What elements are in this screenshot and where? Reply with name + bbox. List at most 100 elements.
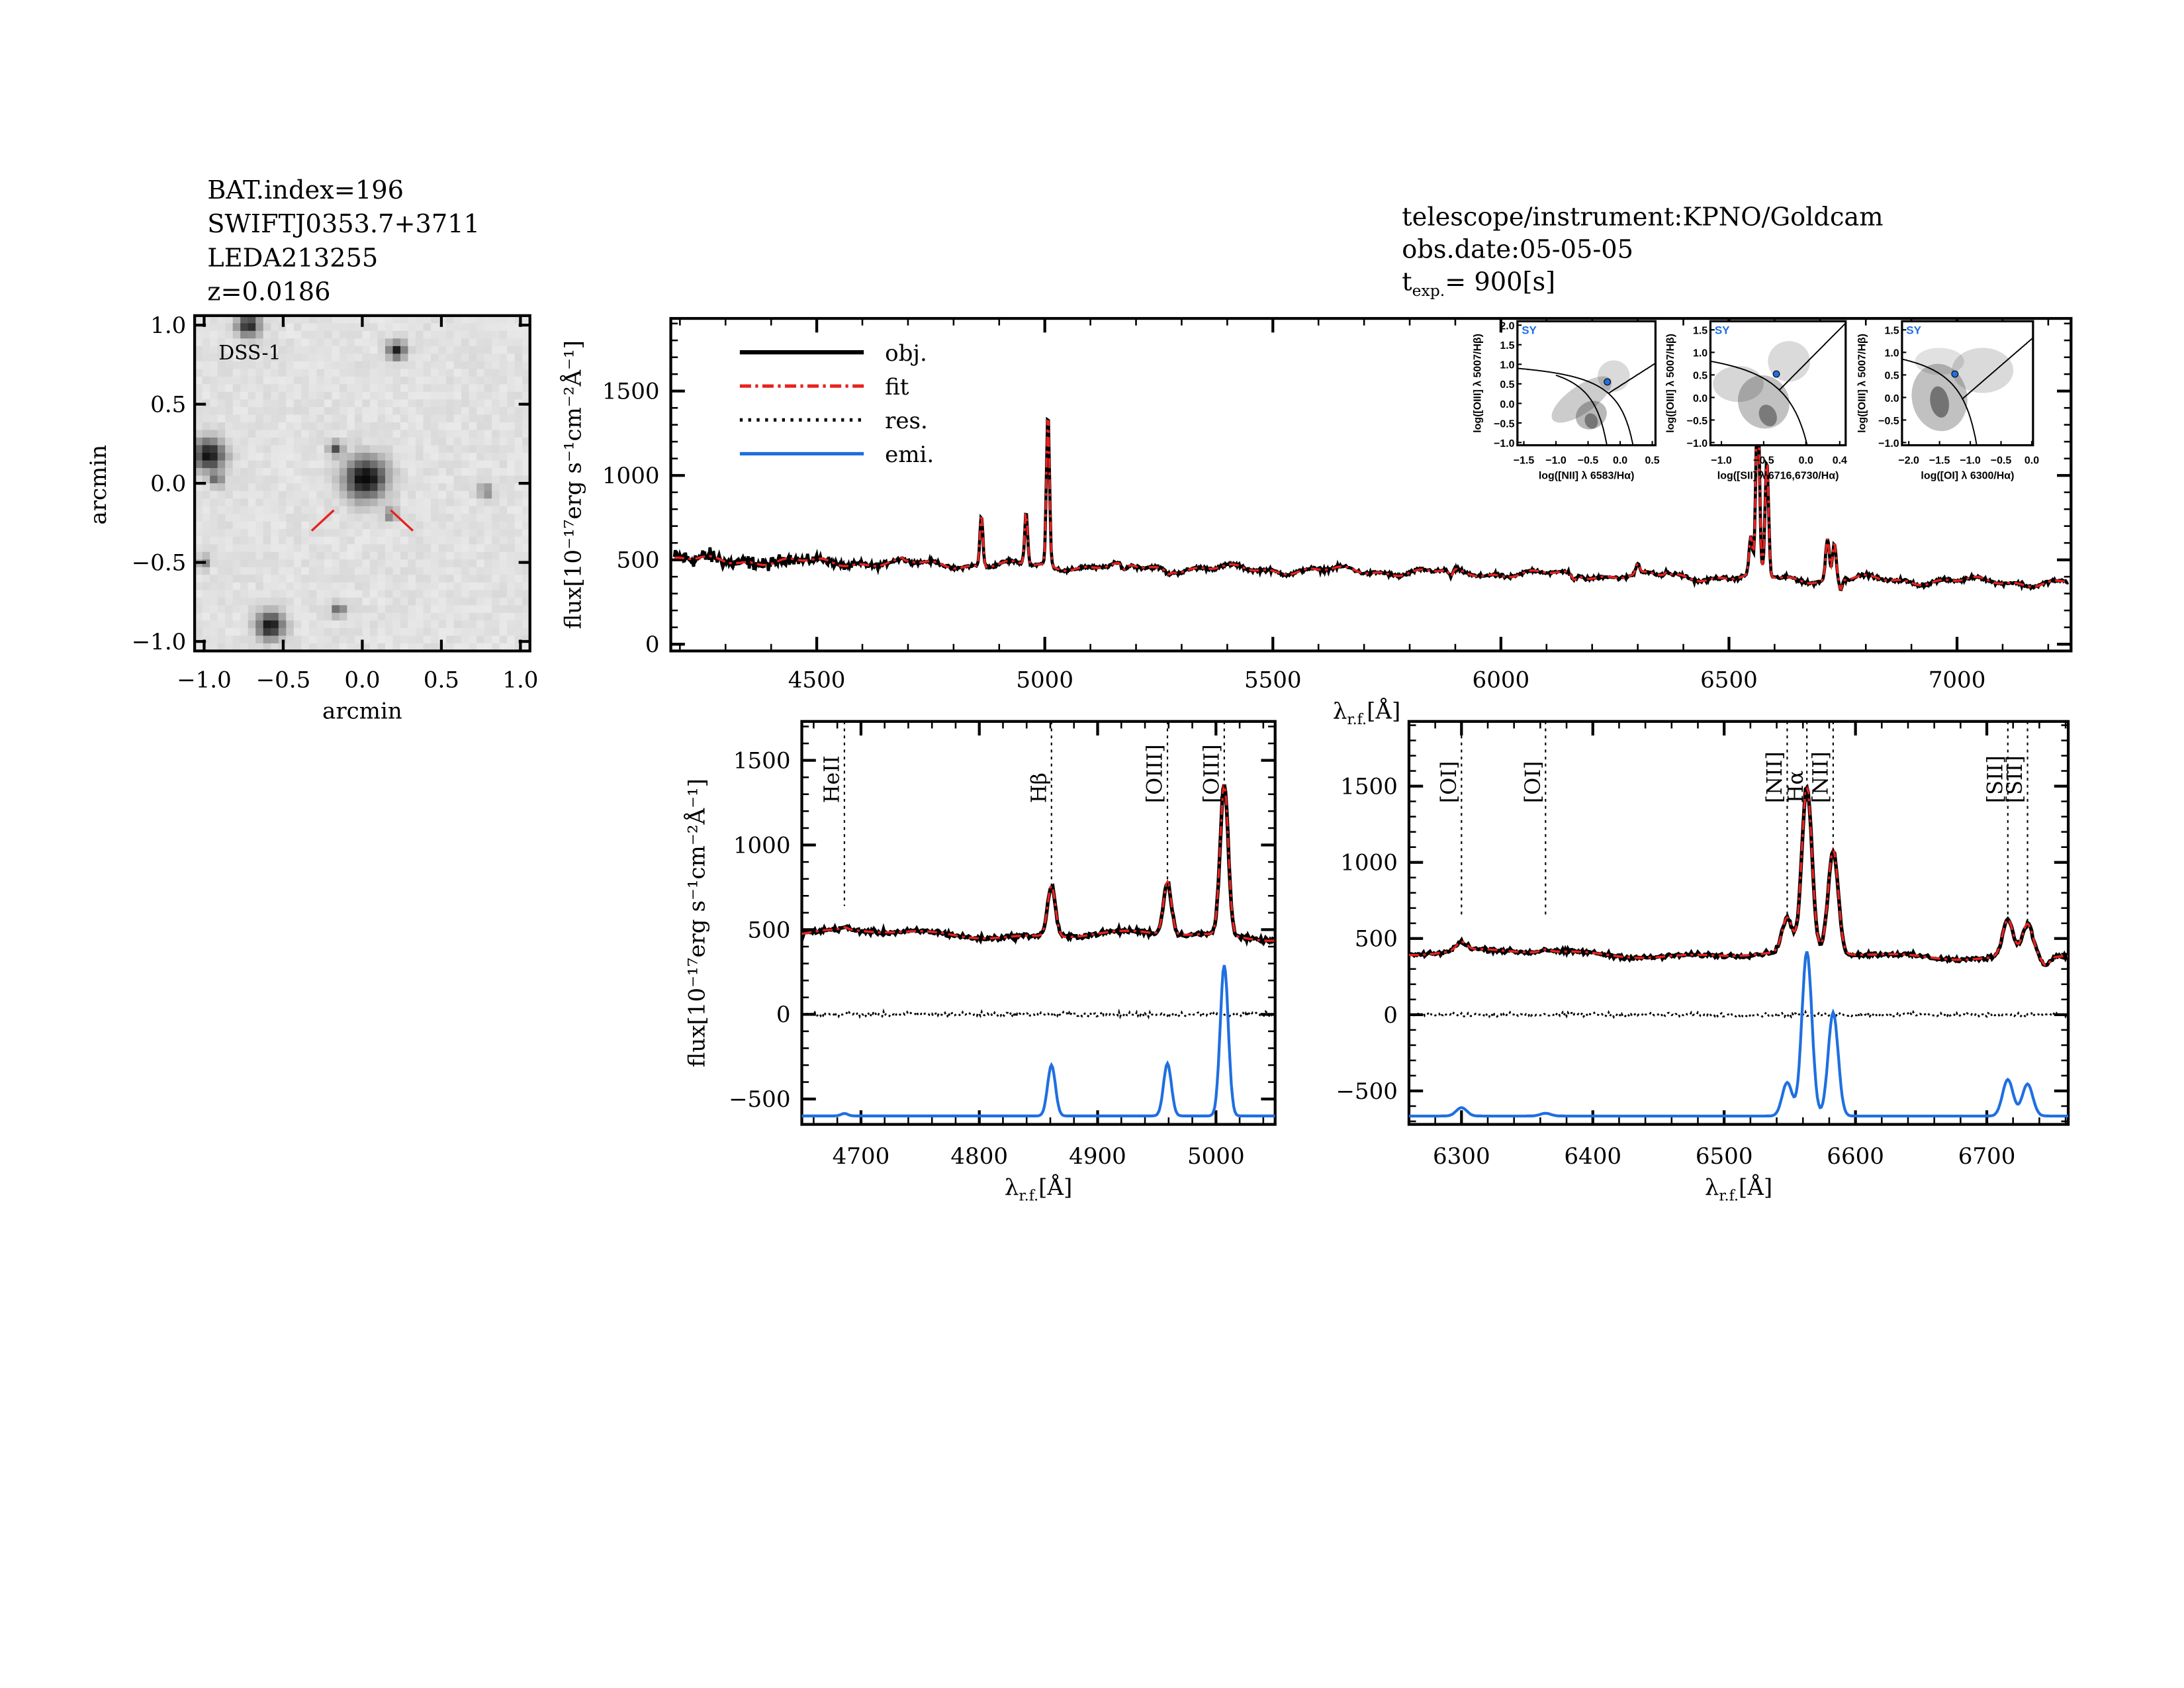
image-pixel (415, 430, 424, 438)
image-pixel (369, 330, 379, 339)
image-pixel (255, 559, 264, 568)
image-pixel (400, 414, 409, 423)
image-pixel (453, 430, 462, 438)
image-pixel (507, 445, 516, 453)
y-tick-label: 1.0 (150, 312, 186, 339)
image-pixel (210, 453, 218, 461)
image-pixel (339, 384, 348, 393)
image-pixel (332, 475, 340, 484)
image-pixel (453, 376, 462, 385)
image-pixel (385, 330, 394, 339)
image-pixel (347, 575, 355, 583)
image-pixel (225, 338, 234, 347)
image-pixel (210, 414, 218, 423)
image-pixel (377, 430, 386, 438)
image-pixel (339, 315, 348, 324)
inset-frame (1516, 320, 1657, 447)
image-pixel (339, 551, 348, 560)
image-pixel (308, 460, 317, 469)
y-tick-label: 1000 (1340, 850, 1398, 876)
y-tick-label: 1500 (733, 748, 791, 774)
image-pixel (514, 445, 523, 453)
image-pixel (362, 612, 371, 621)
x-tick-label: −0.5 (1753, 455, 1774, 466)
image-pixel (271, 338, 279, 347)
image-pixel (263, 361, 271, 370)
image-pixel (354, 453, 363, 461)
image-pixel (492, 422, 500, 431)
image-pixel (461, 422, 470, 431)
image-pixel (217, 391, 226, 400)
image-pixel (507, 369, 516, 377)
image-pixel (400, 406, 409, 416)
image-pixel (308, 391, 317, 400)
image-pixel (278, 491, 287, 499)
image-pixel (453, 346, 462, 355)
image-pixel (232, 369, 241, 377)
image-pixel (514, 475, 523, 484)
image-pixel (316, 612, 325, 621)
image-pixel (240, 597, 249, 606)
image-pixel (514, 353, 523, 362)
image-pixel (469, 338, 477, 347)
image-pixel (263, 597, 271, 606)
image-pixel (415, 422, 424, 431)
image-pixel (339, 483, 348, 492)
image-pixel (240, 369, 249, 377)
image-pixel (232, 575, 241, 583)
image-pixel (415, 612, 424, 621)
image-pixel (408, 590, 416, 598)
image-pixel (423, 445, 432, 453)
bpt-nii-inset: SY−1.5 −1.0 −0.5 0.0 0.5−1.0−0.50.00.51.01.5… (1472, 320, 1660, 482)
image-pixel (354, 575, 363, 583)
image-pixel (255, 521, 264, 530)
exposure-time: texp.= 900[s] (1402, 267, 1555, 300)
image-pixel (248, 529, 256, 538)
image-pixel (461, 376, 470, 385)
image-pixel (446, 521, 455, 530)
image-pixel (240, 346, 249, 355)
image-pixel (217, 453, 226, 461)
image-pixel (324, 468, 332, 477)
image-pixel (210, 330, 218, 339)
image-pixel (347, 315, 355, 324)
x-tick-label: −0.5 (1578, 455, 1599, 466)
x-tick-label: −1.0 (1711, 455, 1732, 466)
image-pixel (522, 605, 531, 614)
image-pixel (308, 514, 317, 522)
image-pixel (195, 376, 203, 385)
y-tick-label: −0.5 (1687, 416, 1708, 427)
image-pixel (225, 536, 234, 545)
image-pixel (400, 544, 409, 553)
image-pixel (453, 529, 462, 538)
image-pixel (492, 315, 500, 324)
y-tick-label: 0.5 (1884, 371, 1899, 382)
image-pixel (477, 612, 485, 621)
image-pixel (392, 414, 401, 423)
y-tick-label: 1000 (602, 463, 660, 489)
image-pixel (492, 346, 500, 355)
image-pixel (369, 551, 379, 560)
image-pixel (240, 384, 249, 393)
image-pixel (431, 422, 439, 431)
image-pixel (339, 330, 348, 339)
image-pixel (255, 453, 264, 461)
image-pixel (499, 376, 508, 385)
image-pixel (423, 612, 432, 621)
image-pixel (255, 406, 264, 416)
image-pixel (477, 475, 485, 484)
image-pixel (255, 590, 264, 598)
image-pixel (195, 445, 203, 453)
image-pixel (423, 582, 432, 590)
image-pixel (408, 468, 416, 477)
image-pixel (202, 506, 210, 514)
image-pixel (263, 575, 271, 583)
image-pixel (210, 491, 218, 499)
x-tick-label: 0.0 (2025, 455, 2039, 466)
demarcation-line (1608, 362, 1656, 394)
image-pixel (217, 353, 226, 362)
image-pixel (514, 406, 523, 416)
image-pixel (392, 315, 401, 324)
image-pixel (308, 376, 317, 385)
image-pixel (362, 498, 371, 507)
